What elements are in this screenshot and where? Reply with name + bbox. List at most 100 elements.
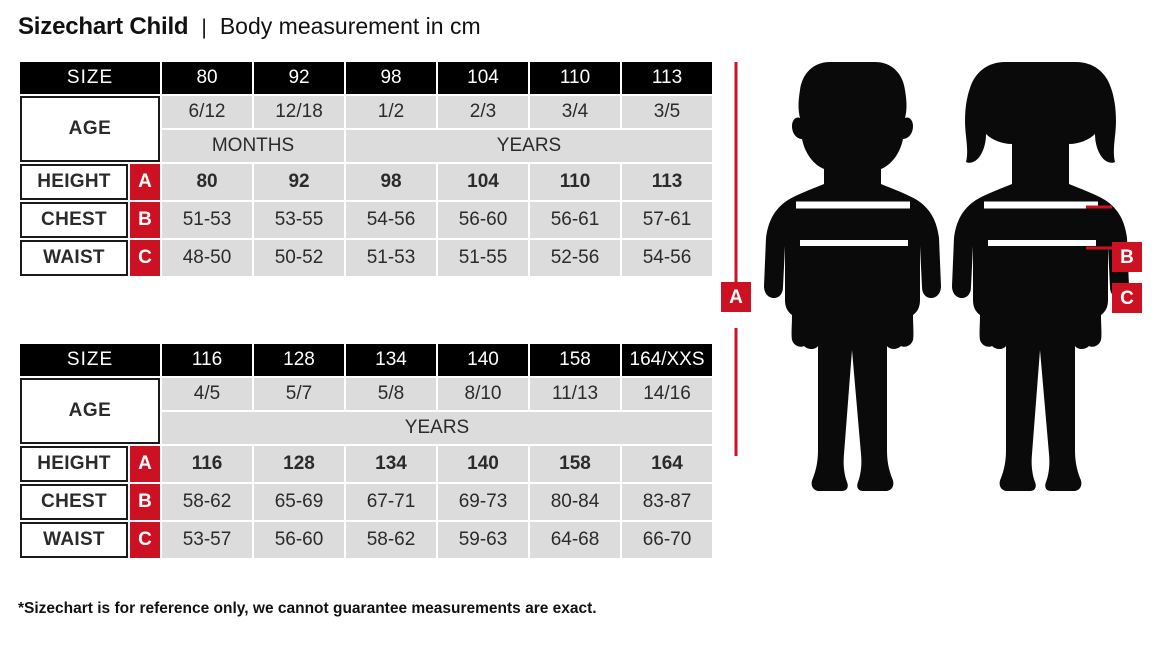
age-value: 1/2: [346, 96, 437, 128]
age-value: 3/4: [530, 96, 621, 128]
table-row-waist: WAIST C 53-57 56-60 58-62 59-63 64-68 66…: [20, 522, 713, 558]
size-value: 110: [530, 62, 621, 94]
measure-value: 65-69: [254, 484, 345, 520]
boy-silhouette: [764, 62, 941, 491]
age-value: 4/5: [162, 378, 253, 410]
marker-b-chest: B: [1112, 242, 1142, 272]
size-value: 158: [530, 344, 621, 376]
measure-value: 58-62: [346, 522, 437, 558]
age-value: 3/5: [622, 96, 713, 128]
size-value: 134: [346, 344, 437, 376]
table-body: SIZE 116 128 134 140 158 164/XXS AGE 4/5…: [20, 344, 713, 558]
measure-value: 56-61: [530, 202, 621, 238]
measure-value: 134: [346, 446, 437, 482]
age-value: 5/7: [254, 378, 345, 410]
page-title: Sizechart Child | Body measurement in cm: [18, 13, 481, 41]
measure-value: 98: [346, 164, 437, 200]
measure-value: 58-62: [162, 484, 253, 520]
measure-value: 104: [438, 164, 529, 200]
measure-value: 48-50: [162, 240, 253, 276]
badge-c: C: [130, 522, 161, 558]
table-row-age: AGE 6/12 12/18 1/2 2/3 3/4 3/5: [20, 96, 713, 162]
size-value: 98: [346, 62, 437, 94]
table-row-age: AGE 4/5 5/7 5/8 8/10 11/13 14/16: [20, 378, 713, 444]
marker-a-height: A: [721, 282, 751, 312]
measure-value: 164: [622, 446, 713, 482]
table-row-size: SIZE 116 128 134 140 158 164/XXS: [20, 344, 713, 376]
age-value: 8/10: [438, 378, 529, 410]
age-value: 6/12: [162, 96, 253, 128]
table-row-height: HEIGHT A 116 128 134 140 158 164: [20, 446, 713, 482]
row-label-waist: WAIST: [20, 522, 128, 558]
measure-value: 54-56: [346, 202, 437, 238]
size-header-label: SIZE: [20, 344, 161, 376]
measure-value: 52-56: [530, 240, 621, 276]
row-label-chest: CHEST: [20, 484, 128, 520]
sizechart-table-large: SIZE 116 128 134 140 158 164/XXS AGE 4/5…: [18, 342, 714, 560]
measure-value: 69-73: [438, 484, 529, 520]
measurement-figure-panel: A B C: [712, 50, 1162, 520]
table-row-units: MONTHS YEARS: [20, 130, 713, 162]
measure-value: 140: [438, 446, 529, 482]
measure-value: 53-57: [162, 522, 253, 558]
age-label: AGE: [20, 96, 161, 162]
measure-value: 83-87: [622, 484, 713, 520]
age-value: 12/18: [254, 96, 345, 128]
measure-value: 92: [254, 164, 345, 200]
size-value: 92: [254, 62, 345, 94]
row-label-waist: WAIST: [20, 240, 128, 276]
measure-value: 113: [622, 164, 713, 200]
page-title-main: Sizechart Child: [18, 13, 189, 40]
boy-measurement-bands: [796, 201, 910, 246]
size-header-label: SIZE: [20, 62, 161, 94]
age-value: 11/13: [530, 378, 621, 410]
table-row-chest: CHEST B 51-53 53-55 54-56 56-60 56-61 57…: [20, 202, 713, 238]
age-label: AGE: [20, 378, 161, 444]
measure-value: 50-52: [254, 240, 345, 276]
measurement-leader-lines: [1086, 205, 1112, 250]
row-label-height: HEIGHT: [20, 164, 128, 200]
sizechart-table-small: SIZE 80 92 98 104 110 113 AGE 6/12 12/18…: [18, 60, 714, 278]
badge-a: A: [130, 446, 161, 482]
badge-c: C: [130, 240, 161, 276]
measure-value: 51-53: [346, 240, 437, 276]
size-value: 113: [622, 62, 713, 94]
row-label-chest: CHEST: [20, 202, 128, 238]
measure-value: 67-71: [346, 484, 437, 520]
row-label-height: HEIGHT: [20, 446, 128, 482]
measure-value: 56-60: [438, 202, 529, 238]
measure-value: 59-63: [438, 522, 529, 558]
measure-value: 54-56: [622, 240, 713, 276]
age-unit-years: YEARS: [162, 412, 713, 444]
body-measurement-diagram: [734, 62, 1129, 491]
measure-value: 110: [530, 164, 621, 200]
measure-value: 116: [162, 446, 253, 482]
age-value: 5/8: [346, 378, 437, 410]
table-body: SIZE 80 92 98 104 110 113 AGE 6/12 12/18…: [20, 62, 713, 276]
size-value: 164/XXS: [622, 344, 713, 376]
girl-measurement-bands: [984, 201, 1098, 246]
size-value: 104: [438, 62, 529, 94]
age-value: 14/16: [622, 378, 713, 410]
title-separator: |: [201, 16, 207, 39]
footnote-disclaimer: *Sizechart is for reference only, we can…: [18, 600, 597, 617]
age-unit-years: YEARS: [346, 130, 713, 162]
measure-value: 51-55: [438, 240, 529, 276]
table-row-chest: CHEST B 58-62 65-69 67-71 69-73 80-84 83…: [20, 484, 713, 520]
page-title-subtitle: Body measurement in cm: [219, 13, 481, 39]
measure-value: 64-68: [530, 522, 621, 558]
measure-value: 66-70: [622, 522, 713, 558]
age-value: 2/3: [438, 96, 529, 128]
table-row-waist: WAIST C 48-50 50-52 51-53 51-55 52-56 54…: [20, 240, 713, 276]
table-row-height: HEIGHT A 80 92 98 104 110 113: [20, 164, 713, 200]
measure-value: 57-61: [622, 202, 713, 238]
marker-c-waist: C: [1112, 283, 1142, 313]
badge-b: B: [130, 202, 161, 238]
size-value: 116: [162, 344, 253, 376]
age-unit-months: MONTHS: [162, 130, 345, 162]
size-value: 140: [438, 344, 529, 376]
measure-value: 80: [162, 164, 253, 200]
size-value: 80: [162, 62, 253, 94]
girl-silhouette: [952, 62, 1129, 491]
table-row-units: YEARS: [20, 412, 713, 444]
